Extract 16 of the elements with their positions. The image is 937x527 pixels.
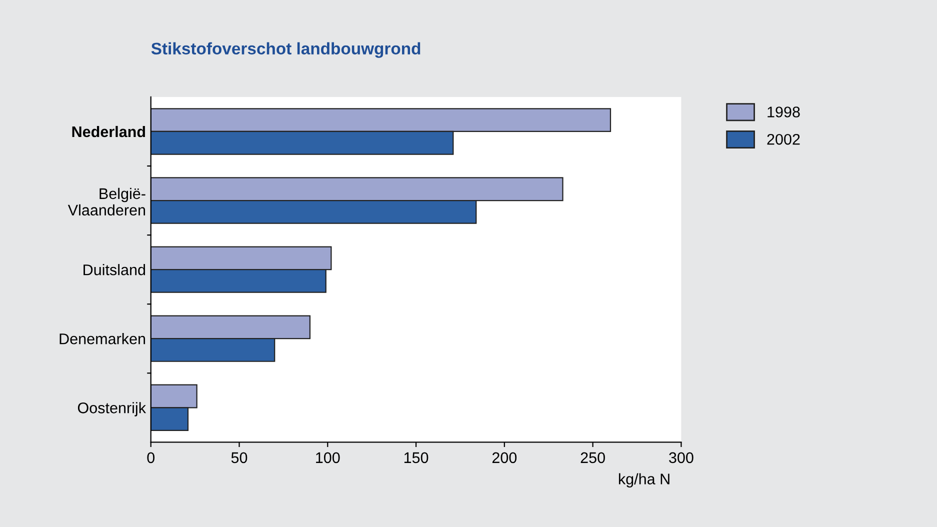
y-tick-label: België- Vlaanderen [68, 188, 146, 216]
x-tick-label: 150 [404, 452, 428, 464]
y-tick-label: Oostenrijk [78, 402, 146, 416]
legend-label: 2002 [767, 134, 800, 145]
x-tick-label: 200 [492, 452, 517, 464]
legend-label: 1998 [768, 106, 800, 118]
chart-title: Stikstofoverschot landbouwgrond [151, 42, 420, 58]
x-tick-label: 100 [316, 452, 340, 464]
x-tick-label: 0 [147, 452, 155, 464]
y-tick-label: Denemarken [60, 333, 146, 344]
x-tick-label: 300 [669, 452, 694, 464]
x-tick-label: 50 [231, 452, 248, 464]
x-tick-label: 250 [580, 452, 605, 464]
y-tick-label: Nederland [72, 126, 145, 138]
x-axis-title: kg/ha N [618, 473, 670, 488]
y-tick-label: Duitsland [84, 264, 146, 276]
